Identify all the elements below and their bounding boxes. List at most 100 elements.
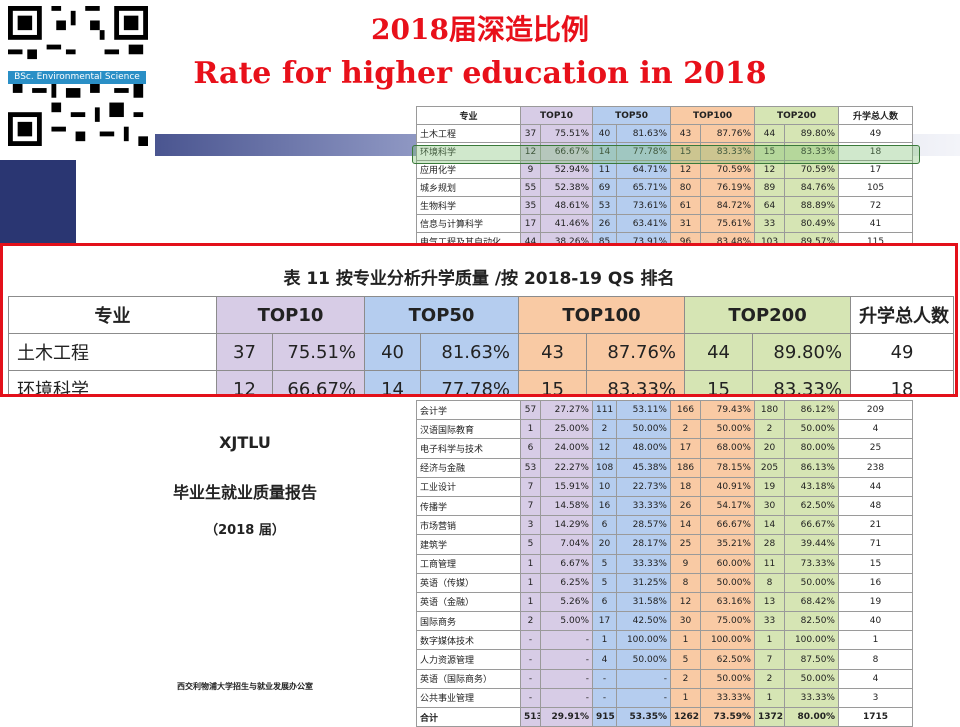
cell-top10-count: 9 bbox=[520, 160, 541, 179]
cell-top50-count: 1 bbox=[592, 630, 617, 651]
cell-top10-rate: 66.67% bbox=[539, 142, 594, 161]
cell-top50-rate: 53.11% bbox=[616, 399, 671, 421]
cell-top100-count: 2 bbox=[670, 419, 701, 440]
cell-top50-count: 16 bbox=[592, 495, 617, 517]
cell-top10-rate: 7.04% bbox=[540, 534, 593, 555]
cell-total: 19 bbox=[838, 591, 913, 613]
cell-top10-rate: 25.00% bbox=[540, 419, 593, 440]
cell-top50-rate: 50.00% bbox=[616, 419, 671, 440]
cell-total: 40 bbox=[838, 611, 913, 632]
cell-top200-rate: 86.13% bbox=[784, 457, 839, 478]
cell-top50-count: - bbox=[592, 687, 617, 709]
cell-top100-count: 186 bbox=[670, 457, 701, 478]
cell-top10-rate: 41.46% bbox=[539, 214, 594, 233]
cell-top10-rate: - bbox=[540, 630, 593, 651]
cell-top200-rate: 39.44% bbox=[784, 534, 839, 555]
cell-top50-count: 4 bbox=[592, 649, 617, 670]
cell-total: 8 bbox=[838, 649, 913, 670]
cell-total: 105 bbox=[838, 178, 914, 197]
cell-top50-count: 10 bbox=[592, 476, 617, 497]
cell-top100-rate: 33.33% bbox=[700, 687, 755, 709]
cell-top100-count: 31 bbox=[670, 214, 702, 233]
zoom-table-row: 环境科学 12 66.67% 14 77.78% 15 83.33% 15 83.33% 18 bbox=[8, 370, 955, 394]
total-top100-rate: 73.59% bbox=[700, 706, 755, 727]
cell-top50-rate: 45.38% bbox=[616, 457, 671, 478]
cell-top10-count: 55 bbox=[520, 178, 541, 197]
cell-top100-rate: 62.50% bbox=[700, 649, 755, 670]
cell-major: 信息与计算科学 bbox=[416, 214, 521, 233]
cell-top200-count: 14 bbox=[754, 515, 785, 536]
cell-major: 英语（金融） bbox=[416, 591, 521, 613]
cell-total: 15 bbox=[838, 553, 913, 574]
cell-top10-rate: - bbox=[540, 668, 593, 689]
cell-top10-rate: 6.25% bbox=[540, 572, 593, 593]
cell-top100-count: 43 bbox=[518, 333, 588, 371]
cell-top10-rate: 48.61% bbox=[539, 196, 594, 215]
cell-top100-count: 61 bbox=[670, 196, 702, 215]
cell-top10-count: 2 bbox=[520, 611, 541, 632]
cell-top100-count: 9 bbox=[670, 553, 701, 574]
cell-major: 土木工程 bbox=[8, 333, 217, 371]
table-row: 公共事业管理 - - - -1 33.33% 1 33.33% 3 bbox=[416, 687, 913, 709]
total-top200-count: 1372 bbox=[754, 706, 785, 727]
cell-top200-rate: 80.49% bbox=[784, 214, 840, 233]
cell-top100-count: 18 bbox=[670, 476, 701, 497]
cell-top50-rate: 63.41% bbox=[616, 214, 672, 233]
total-top100-count: 1262 bbox=[670, 706, 701, 727]
cell-top200-rate: 80.00% bbox=[784, 438, 839, 459]
zoom-header-top50: TOP50 bbox=[364, 296, 520, 334]
cell-major: 电子科学与技术 bbox=[416, 438, 521, 459]
cell-top100-rate: 40.91% bbox=[700, 476, 755, 497]
cell-top50-count: - bbox=[592, 668, 617, 689]
cell-top50-count: 111 bbox=[592, 399, 617, 421]
cell-top100-rate: 75.00% bbox=[700, 611, 755, 632]
cell-top200-rate: 100.00% bbox=[784, 630, 839, 651]
cell-top200-count: 13 bbox=[754, 591, 785, 613]
zoom-table-body: 土木工程 37 75.51% 40 81.63% 43 87.76% 44 89.80% 49 环境… bbox=[8, 333, 955, 394]
cell-major: 英语（传媒） bbox=[416, 572, 521, 593]
cell-top10-count: 3 bbox=[520, 515, 541, 536]
cell-top10-count: 1 bbox=[520, 591, 541, 613]
total-major: 合计 bbox=[416, 706, 521, 727]
cell-top50-rate: 73.61% bbox=[616, 196, 672, 215]
cell-top100-rate: 50.00% bbox=[700, 572, 755, 593]
cell-top10-count: - bbox=[520, 668, 541, 689]
cell-top50-count: 6 bbox=[592, 515, 617, 536]
cell-top200-rate: 87.50% bbox=[784, 649, 839, 670]
table-header-row: 专业 TOP10 TOP50 TOP100 TOP200 升学总人数 bbox=[416, 106, 914, 125]
total-top50-rate: 53.35% bbox=[616, 706, 671, 727]
cell-top50-count: 53 bbox=[592, 196, 618, 215]
zoom-header-major: 专业 bbox=[8, 296, 217, 334]
cell-top10-count: - bbox=[520, 687, 541, 709]
cell-top200-count: 44 bbox=[754, 124, 786, 143]
cell-top10-count: 5 bbox=[520, 534, 541, 555]
cell-top200-rate: 68.42% bbox=[784, 591, 839, 613]
cell-top200-count: 28 bbox=[754, 534, 785, 555]
cell-major: 数字媒体技术 bbox=[416, 630, 521, 651]
cell-top50-rate: 81.63% bbox=[616, 124, 672, 143]
zoom-header-total: 升学总人数 bbox=[850, 296, 955, 334]
table-row: 会计学 57 27.27% 111 53.11% 166 79.43% 180 86.12% 20… bbox=[416, 399, 913, 421]
cell-total: 41 bbox=[838, 214, 914, 233]
cell-top10-rate: 22.27% bbox=[540, 457, 593, 478]
cell-top10-rate: 75.51% bbox=[271, 333, 366, 371]
cell-top200-rate: 82.50% bbox=[784, 611, 839, 632]
table-row: 英语（传媒） 1 6.25% 5 31.25% 8 50.00% 8 50.00% 16 bbox=[416, 572, 913, 593]
cell-top10-rate: 24.00% bbox=[540, 438, 593, 459]
cell-top10-count: 12 bbox=[216, 370, 273, 394]
cell-top200-count: 205 bbox=[754, 457, 785, 478]
cell-major: 土木工程 bbox=[416, 124, 521, 143]
cell-major: 环境科学 bbox=[8, 370, 217, 394]
table-row: 环境科学 12 66.67% 14 77.78% 15 83.33% 15 83.33% 18 bbox=[416, 142, 914, 161]
cell-top50-count: 5 bbox=[592, 553, 617, 574]
cell-top10-count: 17 bbox=[520, 214, 541, 233]
cell-top200-count: 19 bbox=[754, 476, 785, 497]
table-row: 英语（国际商务） - - - -2 50.00% 2 50.00% 4 bbox=[416, 668, 913, 689]
cell-top200-rate: 89.80% bbox=[784, 124, 840, 143]
cell-top100-count: 12 bbox=[670, 591, 701, 613]
cell-total: 4 bbox=[838, 419, 913, 440]
cell-top100-rate: 68.00% bbox=[700, 438, 755, 459]
table-row: 信息与计算科学 17 41.46% 26 63.41% 31 75.61% 33 80.49% 4… bbox=[416, 214, 914, 233]
cell-top200-count: 30 bbox=[754, 495, 785, 517]
cell-major: 传播学 bbox=[416, 495, 521, 517]
